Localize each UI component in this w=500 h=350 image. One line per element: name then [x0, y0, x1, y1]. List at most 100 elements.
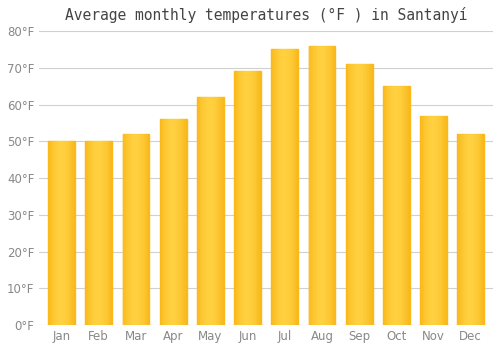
Bar [388, 86, 389, 325]
Bar [135, 134, 136, 325]
Bar [389, 86, 390, 325]
Bar [281, 49, 282, 325]
Bar [240, 71, 242, 325]
Bar [346, 64, 348, 325]
Bar [289, 49, 290, 325]
Bar [297, 49, 298, 325]
Bar [459, 134, 460, 325]
Bar [252, 71, 253, 325]
Bar [272, 49, 273, 325]
Bar [238, 71, 240, 325]
Bar [204, 97, 205, 325]
Bar [431, 116, 432, 325]
Bar [480, 134, 482, 325]
Bar [439, 116, 440, 325]
Bar [66, 141, 67, 325]
Bar [104, 141, 105, 325]
Bar [331, 46, 332, 325]
Bar [50, 141, 51, 325]
Bar [280, 49, 281, 325]
Bar [145, 134, 146, 325]
Bar [202, 97, 203, 325]
Bar [409, 86, 410, 325]
Bar [353, 64, 354, 325]
Bar [62, 141, 64, 325]
Bar [166, 119, 167, 325]
Bar [444, 116, 445, 325]
Bar [475, 134, 476, 325]
Bar [424, 116, 426, 325]
Bar [234, 71, 261, 325]
Bar [384, 86, 386, 325]
Bar [323, 46, 324, 325]
Bar [94, 141, 95, 325]
Bar [332, 46, 334, 325]
Bar [132, 134, 133, 325]
Bar [92, 141, 94, 325]
Bar [478, 134, 479, 325]
Bar [137, 134, 138, 325]
Bar [296, 49, 297, 325]
Bar [258, 71, 259, 325]
Bar [401, 86, 402, 325]
Bar [346, 64, 372, 325]
Bar [426, 116, 428, 325]
Bar [172, 119, 173, 325]
Bar [97, 141, 98, 325]
Bar [197, 97, 198, 325]
Bar [180, 119, 181, 325]
Bar [58, 141, 59, 325]
Bar [243, 71, 244, 325]
Title: Average monthly temperatures (°F ) in Santanyí: Average monthly temperatures (°F ) in Sa… [65, 7, 468, 23]
Bar [205, 97, 206, 325]
Bar [397, 86, 398, 325]
Bar [393, 86, 394, 325]
Bar [406, 86, 407, 325]
Bar [292, 49, 293, 325]
Bar [446, 116, 447, 325]
Bar [251, 71, 252, 325]
Bar [245, 71, 246, 325]
Bar [308, 46, 336, 325]
Bar [315, 46, 316, 325]
Bar [57, 141, 58, 325]
Bar [122, 134, 150, 325]
Bar [72, 141, 73, 325]
Bar [437, 116, 438, 325]
Bar [242, 71, 243, 325]
Bar [181, 119, 182, 325]
Bar [176, 119, 178, 325]
Bar [254, 71, 256, 325]
Bar [466, 134, 467, 325]
Bar [470, 134, 472, 325]
Bar [394, 86, 396, 325]
Bar [312, 46, 313, 325]
Bar [483, 134, 484, 325]
Bar [476, 134, 477, 325]
Bar [420, 116, 421, 325]
Bar [260, 71, 261, 325]
Bar [128, 134, 129, 325]
Bar [248, 71, 250, 325]
Bar [329, 46, 330, 325]
Bar [464, 134, 466, 325]
Bar [168, 119, 170, 325]
Bar [219, 97, 220, 325]
Bar [48, 141, 75, 325]
Bar [368, 64, 369, 325]
Bar [390, 86, 391, 325]
Bar [143, 134, 144, 325]
Bar [396, 86, 397, 325]
Bar [310, 46, 311, 325]
Bar [122, 134, 124, 325]
Bar [178, 119, 180, 325]
Bar [278, 49, 280, 325]
Bar [68, 141, 70, 325]
Bar [206, 97, 208, 325]
Bar [314, 46, 315, 325]
Bar [275, 49, 276, 325]
Bar [290, 49, 291, 325]
Bar [73, 141, 74, 325]
Bar [51, 141, 52, 325]
Bar [284, 49, 286, 325]
